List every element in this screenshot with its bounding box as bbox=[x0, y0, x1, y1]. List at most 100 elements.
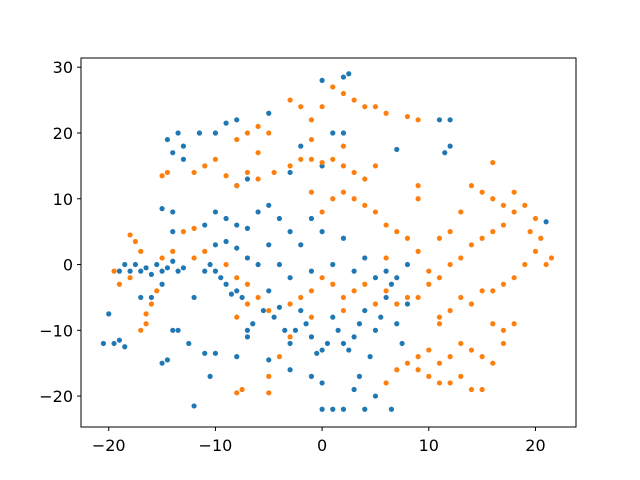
point bbox=[298, 294, 304, 301]
point bbox=[186, 340, 192, 347]
point bbox=[308, 215, 315, 222]
point bbox=[394, 367, 400, 373]
point bbox=[394, 321, 400, 327]
point bbox=[234, 183, 240, 189]
point bbox=[202, 222, 208, 228]
point bbox=[383, 288, 389, 294]
point bbox=[362, 281, 368, 287]
point bbox=[175, 130, 181, 136]
point bbox=[346, 347, 352, 353]
point bbox=[180, 143, 187, 149]
point bbox=[234, 136, 240, 143]
point bbox=[372, 104, 379, 110]
point bbox=[106, 311, 112, 317]
point bbox=[234, 354, 240, 360]
point bbox=[340, 340, 347, 347]
y-tick-label: −20 bbox=[39, 387, 73, 406]
point bbox=[266, 390, 272, 396]
point bbox=[458, 373, 464, 379]
point bbox=[308, 189, 315, 195]
point bbox=[180, 156, 187, 162]
point bbox=[415, 117, 421, 123]
point bbox=[340, 235, 347, 241]
point bbox=[356, 321, 363, 327]
point bbox=[447, 261, 453, 268]
point bbox=[175, 327, 181, 333]
point bbox=[234, 117, 240, 123]
point bbox=[372, 393, 379, 399]
point bbox=[138, 327, 144, 333]
point bbox=[479, 189, 485, 195]
point bbox=[170, 150, 176, 156]
x-tick-label: 20 bbox=[525, 436, 545, 455]
point bbox=[415, 248, 421, 254]
point bbox=[244, 169, 251, 176]
point bbox=[239, 294, 245, 301]
point bbox=[335, 327, 341, 333]
point bbox=[122, 344, 128, 350]
point bbox=[436, 235, 443, 241]
point bbox=[383, 380, 389, 386]
point bbox=[191, 255, 197, 261]
point bbox=[351, 169, 357, 176]
point bbox=[522, 202, 528, 208]
point bbox=[244, 176, 251, 182]
point bbox=[266, 288, 272, 294]
point bbox=[330, 281, 336, 287]
point bbox=[426, 347, 432, 353]
point bbox=[234, 222, 240, 228]
point bbox=[196, 130, 203, 136]
point bbox=[260, 307, 267, 314]
point bbox=[143, 311, 149, 317]
point bbox=[415, 294, 421, 301]
point bbox=[447, 117, 453, 123]
point bbox=[436, 117, 443, 123]
point bbox=[458, 340, 464, 347]
point bbox=[180, 229, 187, 235]
point bbox=[340, 189, 347, 195]
point bbox=[447, 143, 453, 149]
point bbox=[191, 403, 197, 409]
point bbox=[436, 321, 443, 327]
point bbox=[298, 156, 304, 162]
point bbox=[436, 314, 443, 320]
point bbox=[255, 294, 261, 301]
point bbox=[319, 104, 325, 110]
point bbox=[340, 143, 347, 149]
point bbox=[170, 209, 176, 215]
point bbox=[244, 225, 251, 231]
point bbox=[340, 406, 347, 412]
point bbox=[511, 275, 517, 281]
point bbox=[308, 334, 315, 340]
point bbox=[468, 183, 475, 189]
point bbox=[170, 258, 176, 264]
point bbox=[340, 130, 347, 136]
point bbox=[255, 123, 261, 130]
point bbox=[255, 176, 261, 182]
point bbox=[479, 235, 485, 241]
point bbox=[468, 347, 475, 353]
point bbox=[191, 225, 197, 231]
point bbox=[159, 360, 165, 366]
point bbox=[287, 163, 293, 169]
point bbox=[276, 304, 283, 310]
point bbox=[500, 202, 507, 208]
point bbox=[287, 97, 293, 103]
point bbox=[362, 255, 368, 261]
point bbox=[532, 248, 539, 254]
point bbox=[159, 268, 165, 274]
point bbox=[447, 307, 453, 314]
point bbox=[250, 321, 256, 327]
point bbox=[202, 268, 208, 274]
point bbox=[212, 209, 219, 215]
point bbox=[164, 136, 171, 143]
point bbox=[415, 183, 421, 189]
point bbox=[271, 169, 277, 176]
point bbox=[527, 229, 533, 235]
point bbox=[394, 229, 400, 235]
x-tick-label: 0 bbox=[317, 436, 327, 455]
point bbox=[223, 215, 229, 222]
point bbox=[271, 314, 277, 320]
point bbox=[223, 238, 229, 245]
point bbox=[468, 301, 475, 307]
